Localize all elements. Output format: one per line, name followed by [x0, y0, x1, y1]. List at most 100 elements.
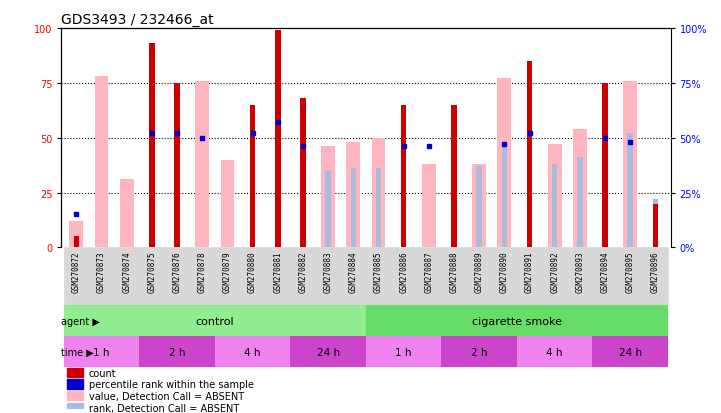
Text: 24 h: 24 h	[619, 347, 642, 357]
Bar	[350, 169, 356, 248]
Bar	[67, 403, 83, 412]
Bar	[164, 248, 190, 306]
Bar	[624, 81, 637, 248]
Bar	[120, 180, 133, 248]
Text: GSM270894: GSM270894	[601, 251, 609, 292]
Text: GSM270891: GSM270891	[525, 251, 534, 292]
Text: GSM270875: GSM270875	[147, 251, 156, 292]
Bar	[149, 44, 155, 248]
Text: GSM270874: GSM270874	[123, 251, 131, 292]
Text: 2 h: 2 h	[169, 347, 185, 357]
Bar	[215, 248, 240, 306]
Bar	[451, 169, 457, 248]
Bar	[240, 248, 265, 306]
Bar	[593, 248, 618, 306]
Text: GSM270886: GSM270886	[399, 251, 408, 292]
Text: GSM270883: GSM270883	[324, 251, 332, 292]
Text: cigarette smoke: cigarette smoke	[472, 316, 562, 326]
Text: GSM270879: GSM270879	[223, 251, 232, 292]
Bar	[366, 306, 668, 337]
Bar	[67, 368, 83, 377]
Bar	[265, 248, 291, 306]
Text: 1 h: 1 h	[93, 347, 110, 357]
Bar	[502, 145, 507, 248]
Bar	[190, 248, 215, 306]
Text: 4 h: 4 h	[244, 347, 261, 357]
Bar	[527, 62, 532, 248]
Text: GSM270882: GSM270882	[298, 251, 307, 292]
Text: agent ▶: agent ▶	[61, 316, 100, 326]
Bar	[275, 31, 280, 248]
Text: 1 h: 1 h	[395, 347, 412, 357]
Bar	[341, 248, 366, 306]
Bar	[477, 167, 482, 248]
Text: GSM270884: GSM270884	[349, 251, 358, 292]
Bar	[325, 171, 331, 248]
Text: 24 h: 24 h	[317, 347, 340, 357]
Bar	[94, 77, 108, 248]
Bar	[89, 248, 114, 306]
Text: rank, Detection Call = ABSENT: rank, Detection Call = ABSENT	[89, 403, 239, 413]
Bar	[346, 143, 360, 248]
Text: GSM270878: GSM270878	[198, 251, 207, 292]
Bar	[300, 99, 306, 248]
Bar	[291, 337, 366, 368]
Text: GSM270893: GSM270893	[575, 251, 585, 292]
Text: count: count	[89, 368, 116, 378]
Bar	[542, 248, 567, 306]
Bar	[67, 380, 83, 389]
Text: time ▶: time ▶	[61, 347, 94, 357]
Bar	[466, 248, 492, 306]
Text: GSM270889: GSM270889	[474, 251, 484, 292]
Bar	[593, 337, 668, 368]
Text: GSM270887: GSM270887	[425, 251, 433, 292]
Bar	[221, 160, 234, 248]
Text: GSM270881: GSM270881	[273, 251, 283, 292]
Bar	[391, 248, 416, 306]
Bar	[451, 106, 457, 248]
Bar	[416, 248, 441, 306]
Text: GSM270892: GSM270892	[550, 251, 559, 292]
Bar	[653, 204, 658, 248]
Text: value, Detection Call = ABSENT: value, Detection Call = ABSENT	[89, 391, 244, 401]
Text: 2 h: 2 h	[471, 347, 487, 357]
Bar	[139, 337, 215, 368]
Bar	[441, 337, 517, 368]
Bar	[618, 248, 643, 306]
Bar	[366, 248, 391, 306]
Text: GSM270880: GSM270880	[248, 251, 257, 292]
Bar	[441, 248, 466, 306]
Bar	[322, 147, 335, 248]
Bar	[376, 169, 381, 248]
Bar	[215, 337, 291, 368]
Bar	[139, 248, 164, 306]
Bar	[517, 248, 542, 306]
Bar	[316, 248, 341, 306]
Bar	[472, 165, 486, 248]
Bar	[69, 221, 84, 248]
Bar	[291, 248, 316, 306]
Bar	[643, 248, 668, 306]
Text: GSM270896: GSM270896	[651, 251, 660, 292]
Bar	[577, 158, 583, 248]
Text: GSM270873: GSM270873	[97, 251, 106, 292]
Bar	[366, 337, 441, 368]
Bar	[114, 248, 139, 306]
Bar	[174, 83, 180, 248]
Text: 4 h: 4 h	[547, 347, 563, 357]
Bar	[548, 145, 562, 248]
Bar	[401, 106, 407, 248]
Bar	[63, 337, 139, 368]
Bar	[250, 106, 255, 248]
Bar	[371, 138, 386, 248]
Bar	[573, 130, 587, 248]
Text: GSM270876: GSM270876	[172, 251, 182, 292]
Text: control: control	[195, 316, 234, 326]
Text: GSM270885: GSM270885	[374, 251, 383, 292]
Text: GDS3493 / 232466_at: GDS3493 / 232466_at	[61, 12, 214, 26]
Text: GSM270888: GSM270888	[449, 251, 459, 292]
Bar	[422, 165, 435, 248]
Bar	[497, 79, 511, 248]
Text: GSM270872: GSM270872	[72, 251, 81, 292]
Text: GSM270895: GSM270895	[626, 251, 634, 292]
